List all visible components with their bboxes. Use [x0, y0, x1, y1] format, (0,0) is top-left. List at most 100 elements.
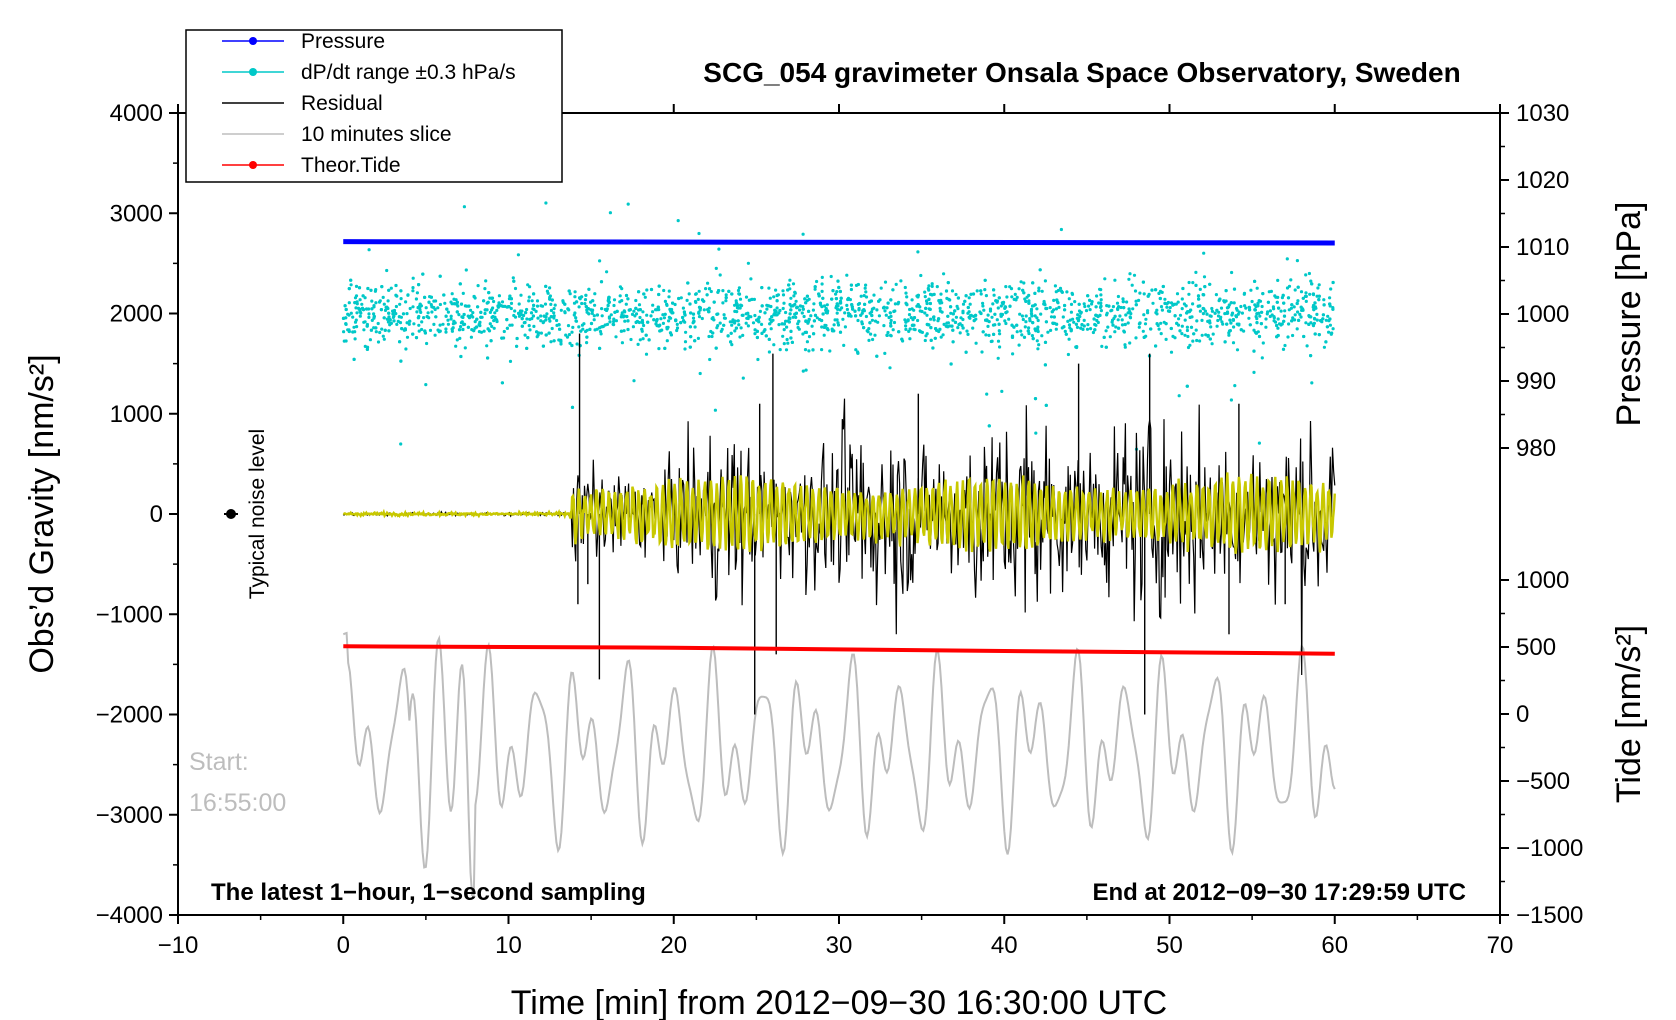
dpdt-point [864, 290, 868, 294]
legend-label-3: 10 minutes slice [301, 123, 452, 146]
dpdt-point [1194, 270, 1198, 274]
dpdt-point [1324, 340, 1328, 344]
dpdt-point [790, 340, 795, 344]
dpdt-point [1043, 340, 1048, 344]
dpdt-point [771, 318, 775, 322]
dpdt-point [493, 311, 497, 315]
dpdt-point [426, 311, 430, 315]
dpdt-point [1232, 301, 1236, 305]
dpdt-point [455, 310, 459, 314]
dpdt-point [632, 309, 636, 313]
dpdt-point [675, 328, 679, 333]
dpdt-point [1180, 297, 1184, 301]
x-tick-label: 60 [1321, 932, 1348, 959]
dpdt-point [1158, 296, 1162, 301]
dpdt-point [953, 320, 958, 324]
dpdt-point [647, 338, 651, 342]
dpdt-point [424, 383, 428, 387]
dpdt-point [405, 321, 409, 325]
dpdt-point [515, 344, 519, 348]
dpdt-point [1036, 318, 1040, 323]
dpdt-point [1128, 341, 1132, 345]
start-time: 16:55:00 [189, 789, 286, 817]
dpdt-point [836, 279, 840, 283]
dpdt-point [788, 278, 792, 282]
dpdt-point [1017, 343, 1021, 347]
dpdt-point [1159, 332, 1163, 336]
dpdt-point [461, 327, 465, 332]
dpdt-point [867, 338, 871, 342]
dpdt-point [449, 317, 453, 321]
dpdt-point [585, 341, 589, 345]
dpdt-point [950, 289, 955, 293]
dpdt-point [846, 297, 850, 302]
dpdt-point [1180, 332, 1184, 336]
dpdt-point [372, 305, 376, 309]
dpdt-point [810, 324, 814, 328]
dpdt-point [1027, 293, 1031, 297]
dpdt-point [961, 302, 966, 306]
dpdt-point [574, 319, 579, 323]
dpdt-point [407, 322, 411, 326]
dpdt-point [1286, 296, 1291, 300]
legend-marker-0 [249, 37, 257, 45]
dpdt-point [1260, 304, 1264, 309]
dpdt-point [693, 325, 697, 329]
dpdt-point [909, 316, 913, 320]
dpdt-point [854, 348, 858, 352]
dpdt-point [483, 311, 487, 316]
dpdt-point [605, 322, 610, 326]
dpdt-point [888, 333, 893, 337]
dpdt-point [1317, 294, 1321, 298]
dpdt-point [486, 356, 490, 360]
dpdt-point [997, 296, 1001, 300]
dpdt-point [787, 283, 791, 287]
dpdt-point [412, 322, 416, 326]
dpdt-point [954, 292, 958, 297]
dpdt-point [830, 297, 834, 301]
dpdt-point [464, 268, 468, 272]
dpdt-point [463, 304, 467, 308]
dpdt-point [900, 337, 904, 341]
dpdt-point [1309, 279, 1313, 283]
y-tick-label: −4000 [96, 902, 163, 929]
dpdt-point [535, 299, 540, 303]
dpdt-point [619, 329, 624, 333]
dpdt-point [544, 315, 548, 319]
dpdt-point [584, 293, 588, 297]
dpdt-point [462, 205, 466, 209]
dpdt-point [662, 316, 667, 320]
dpdt-point [649, 314, 653, 318]
dpdt-point [1107, 304, 1111, 308]
dpdt-point [1069, 329, 1073, 333]
dpdt-point [889, 298, 893, 302]
dpdt-point [1099, 293, 1103, 297]
dpdt-point [1277, 306, 1281, 310]
dpdt-point [543, 302, 548, 306]
dpdt-point [490, 324, 494, 328]
dpdt-point [607, 316, 612, 320]
dpdt-point [1328, 302, 1332, 306]
dpdt-point [361, 294, 365, 298]
dpdt-point [462, 312, 466, 317]
dpdt-point [698, 371, 702, 376]
dpdt-point [570, 343, 574, 348]
dpdt-point [681, 306, 686, 310]
dpdt-point [913, 328, 917, 332]
dpdt-point [1049, 315, 1054, 319]
dpdt-point [850, 305, 854, 309]
dpdt-point [807, 335, 812, 339]
dpdt-point [864, 283, 868, 287]
dpdt-point [450, 292, 454, 296]
dpdt-point [1198, 339, 1202, 343]
dpdt-point [736, 319, 740, 323]
dpdt-point [389, 286, 393, 290]
dpdt-point [1252, 370, 1256, 374]
dpdt-point [1026, 329, 1030, 333]
pressure-tick-label: 1000 [1516, 301, 1569, 328]
dpdt-point [815, 279, 819, 284]
dpdt-point [1111, 305, 1115, 309]
dpdt-point [794, 315, 798, 319]
dpdt-point [801, 332, 805, 336]
dpdt-point [620, 341, 625, 345]
